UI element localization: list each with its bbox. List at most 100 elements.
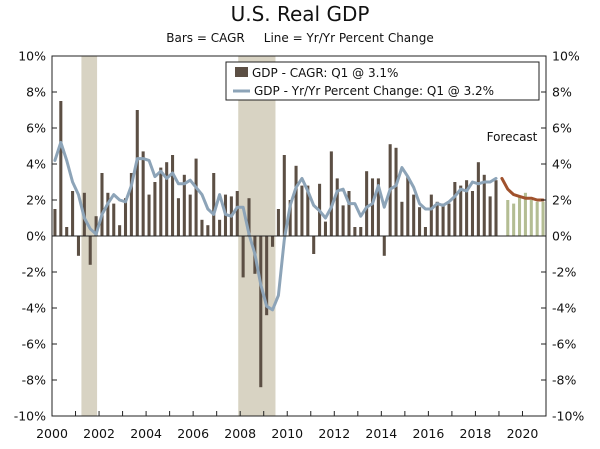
legend-bar-swatch xyxy=(235,67,248,77)
series-line xyxy=(500,176,545,202)
series-line xyxy=(53,140,498,312)
bar xyxy=(259,236,263,388)
bar xyxy=(288,200,292,236)
x-axis: 2000 2002 2004 2006 2008 2010 2012 2014 2016 2018… xyxy=(36,411,538,441)
y-tick-label-left: 2% xyxy=(26,193,46,208)
y-tick-label-right: -4% xyxy=(552,301,576,316)
bar xyxy=(306,185,310,236)
chart-subtitle: Bars = CAGR Line = Yr/Yr Percent Change xyxy=(166,31,434,45)
bar xyxy=(218,219,222,236)
bar xyxy=(418,207,422,236)
y-tick-label-left: -10% xyxy=(14,409,46,424)
y-tick-label-right: -10% xyxy=(552,409,584,424)
y-tick-label-right: 10% xyxy=(552,49,580,64)
bar xyxy=(123,198,128,236)
bar xyxy=(88,236,92,265)
bar xyxy=(365,171,369,236)
bar xyxy=(353,227,357,236)
bar xyxy=(323,221,327,236)
bar xyxy=(376,178,380,236)
bar xyxy=(165,162,169,236)
bar xyxy=(470,191,475,236)
y-tick-label-right: -2% xyxy=(552,265,576,280)
x-tick-label: 2006 xyxy=(177,426,209,441)
bar xyxy=(53,209,57,236)
bar xyxy=(247,198,251,236)
y-tick-label-left: 0% xyxy=(26,229,46,244)
y-tick-label-left: -2% xyxy=(22,265,46,280)
y-tick-label-left: -8% xyxy=(22,373,46,388)
y-tick-label-left: 4% xyxy=(26,157,46,172)
x-tick-label: 2008 xyxy=(224,426,256,441)
x-tick-label: 2016 xyxy=(412,426,444,441)
y-tick-label-right: 6% xyxy=(552,121,572,136)
bar xyxy=(476,162,480,236)
bar xyxy=(206,225,210,236)
bar xyxy=(100,173,104,236)
x-tick-label: 2018 xyxy=(460,426,492,441)
bar xyxy=(59,101,63,236)
bar xyxy=(382,236,386,256)
bar xyxy=(541,201,545,236)
x-tick-label: 2012 xyxy=(318,426,350,441)
bar xyxy=(423,227,427,236)
bar xyxy=(188,194,192,236)
bar xyxy=(200,219,204,236)
x-tick-label: 2004 xyxy=(130,426,162,441)
bar-series xyxy=(53,101,545,388)
x-tick-label: 2010 xyxy=(271,426,303,441)
bar xyxy=(412,194,416,236)
bar xyxy=(212,173,216,236)
legend-label-yoy: GDP - Yr/Yr Percent Change: Q1 @ 3.2% xyxy=(254,84,494,98)
bar xyxy=(370,178,375,236)
bar xyxy=(341,205,345,236)
y-tick-label-left: -6% xyxy=(22,337,46,352)
x-tick-label: 2014 xyxy=(365,426,397,441)
bar xyxy=(194,158,198,236)
y-tick-label-left: 10% xyxy=(18,49,46,64)
bar xyxy=(494,180,498,236)
line-series xyxy=(53,140,545,312)
y-tick-label-left: -4% xyxy=(22,301,46,316)
bar xyxy=(400,201,404,236)
bar xyxy=(459,185,463,236)
bar xyxy=(176,198,180,236)
chart-title: U.S. Real GDP xyxy=(231,2,370,26)
bar xyxy=(329,151,333,236)
forecast-label: Forecast xyxy=(487,130,538,144)
bar xyxy=(529,200,533,236)
bar xyxy=(447,203,451,236)
bar xyxy=(518,196,522,236)
bar xyxy=(112,203,116,236)
bar xyxy=(118,225,122,236)
bar xyxy=(141,151,145,236)
bar xyxy=(94,216,98,236)
bar xyxy=(159,167,163,236)
bar xyxy=(465,180,469,236)
y-tick-label-right: 0% xyxy=(552,229,572,244)
bar xyxy=(235,191,239,236)
legend: GDP - CAGR: Q1 @ 3.1% GDP - Yr/Yr Percen… xyxy=(225,61,540,101)
bar xyxy=(271,236,275,247)
bar xyxy=(441,203,445,236)
legend-label-cagr: GDP - CAGR: Q1 @ 3.1% xyxy=(252,66,398,80)
x-tick-label: 2020 xyxy=(507,426,539,441)
bar xyxy=(300,185,304,236)
bar xyxy=(171,155,175,236)
bar xyxy=(453,182,457,236)
bar xyxy=(406,176,410,236)
bar xyxy=(147,194,151,236)
y-tick-label-right: 2% xyxy=(552,193,572,208)
bar xyxy=(359,227,363,236)
x-tick-label: 2002 xyxy=(83,426,115,441)
bar xyxy=(335,178,339,236)
x-tick-label: 2000 xyxy=(36,426,68,441)
bar xyxy=(153,182,157,236)
y-tick-label-right: -6% xyxy=(552,337,576,352)
y-tick-label-right: -8% xyxy=(552,373,576,388)
bar xyxy=(435,201,439,236)
bar xyxy=(265,236,269,316)
y-axis: -10% -10% -8% -8% -6% -6% -4% -4% -2% -2% 0% 0% 2% 2%… xyxy=(14,49,585,424)
bar xyxy=(282,155,286,236)
